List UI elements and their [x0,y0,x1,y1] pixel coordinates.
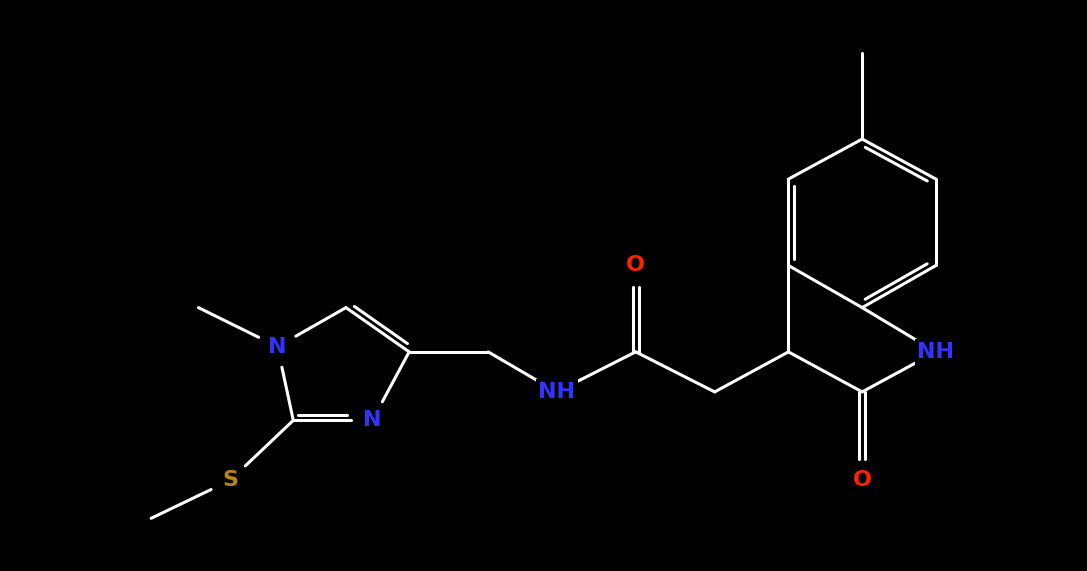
Text: NH: NH [917,342,954,362]
Text: NH: NH [538,382,575,402]
Text: O: O [852,471,872,490]
Text: O: O [626,255,646,275]
Text: N: N [268,336,287,357]
Text: N: N [363,411,382,431]
Text: S: S [222,471,238,490]
